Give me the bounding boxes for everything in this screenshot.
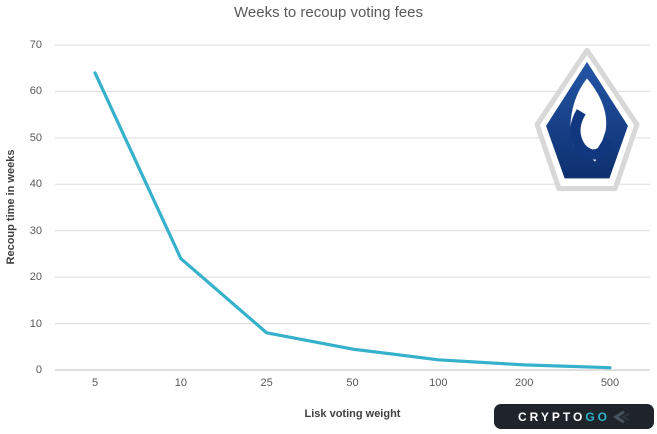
lisk-logo [523,46,651,198]
y-tick-label: 20 [29,271,42,284]
line-chart-plot [55,44,650,371]
x-tick-label: 200 [514,377,534,389]
y-tick-label: 40 [29,178,42,191]
x-tick-label: 500 [600,377,620,389]
cryptogo-watermark: CRYPTO GO [494,404,654,429]
lisk-logo-icon [534,47,640,192]
y-tick-label: 50 [29,131,42,144]
y-tick-label: 10 [29,317,42,330]
y-tick-label: 70 [29,39,42,51]
x-tick-label: 50 [346,377,359,389]
double-chevron-left-icon [613,410,630,423]
watermark-text-crypto: CRYPTO [517,409,586,424]
y-tick-label: 0 [35,364,42,376]
x-tick-label: 25 [260,377,273,389]
y-tick-label: 30 [29,224,42,237]
data-line-series [93,71,612,370]
x-axis-title: Lisk voting weight [304,408,401,420]
chart-title: Weeks to recoup voting fees [234,4,423,21]
x-tick-label: 100 [429,377,448,389]
y-tick-label: 60 [29,85,42,98]
lisk-hook-shape [570,109,614,160]
watermark-text-go: GO [585,409,610,424]
x-tick-label: 5 [91,377,99,389]
y-axis-title: Recoup time in weeks [5,149,17,265]
x-tick-label: 10 [174,377,187,389]
